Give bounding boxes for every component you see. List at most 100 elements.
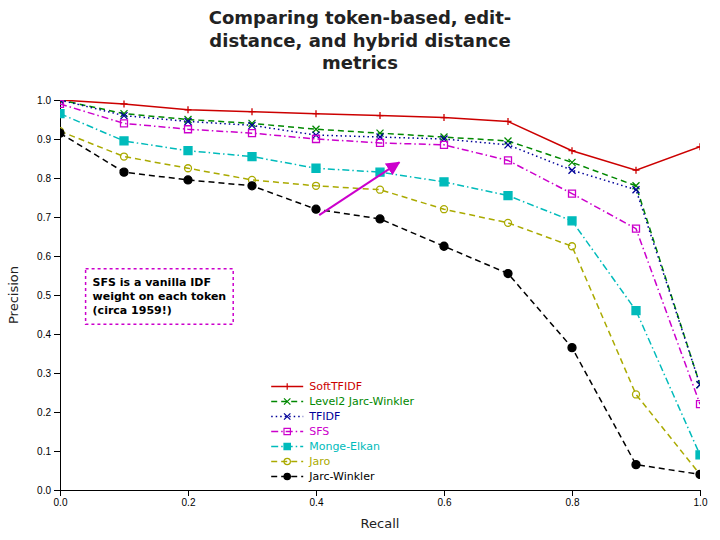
point-marker	[569, 159, 576, 166]
series-line	[60, 131, 700, 474]
tick-mark	[54, 295, 60, 296]
tick: 0.9	[37, 134, 60, 145]
point-marker	[120, 137, 128, 145]
tick: 0.4	[37, 329, 60, 340]
point-marker	[249, 130, 256, 137]
point-marker	[185, 126, 192, 133]
tick: 0.6	[438, 490, 452, 508]
point-marker	[248, 182, 256, 190]
point-marker	[633, 225, 640, 232]
point-marker	[632, 307, 640, 315]
series-line	[60, 133, 700, 474]
tick-label: 0.7	[37, 212, 51, 223]
point-marker	[633, 182, 640, 189]
annotation-text: SFS is a vanilla IDFweight on each token…	[93, 276, 227, 318]
tick-label: 0.4	[310, 497, 324, 508]
point-marker	[441, 206, 448, 213]
tick-mark	[54, 100, 60, 101]
point-marker	[120, 168, 128, 176]
point-marker	[313, 182, 320, 189]
point-marker	[185, 165, 192, 172]
tick-mark	[54, 334, 60, 335]
point-marker	[440, 178, 448, 186]
point-marker	[697, 143, 701, 150]
tick-label: 0.5	[37, 290, 51, 301]
point-marker	[569, 190, 576, 197]
tick-mark	[54, 451, 60, 452]
legend-swatch	[271, 461, 303, 463]
point-marker	[569, 167, 576, 174]
point-marker	[505, 157, 512, 164]
tick-label: 0.0	[37, 485, 51, 496]
tick: 0.0	[54, 490, 68, 508]
legend-item: SFS	[271, 425, 329, 438]
tick-mark	[54, 139, 60, 140]
tick-label: 0.3	[37, 368, 51, 379]
point-marker	[60, 129, 64, 137]
point-marker	[313, 110, 320, 117]
point-marker	[248, 153, 256, 161]
tick-mark	[700, 490, 701, 496]
point-marker	[632, 461, 640, 469]
tick-label: 0.1	[37, 446, 51, 457]
point-marker	[60, 100, 64, 107]
series	[60, 128, 700, 478]
chart: 0.00.20.40.60.81.00.00.10.20.30.40.50.60…	[0, 0, 720, 540]
tick-label: 0.9	[37, 134, 51, 145]
legend-item: Jarc-Winkler	[271, 470, 375, 483]
tick: 0.3	[37, 368, 60, 379]
point-marker	[568, 217, 576, 225]
tick-mark	[444, 490, 445, 496]
axis-line	[61, 491, 701, 497]
legend-label: TFIDF	[308, 410, 340, 423]
point-marker	[121, 120, 128, 127]
y-axis-title: Precision	[6, 266, 21, 324]
tick-mark	[54, 490, 60, 491]
point-marker	[633, 186, 640, 193]
point-marker	[504, 192, 512, 200]
point-marker	[376, 215, 384, 223]
tick-mark	[188, 490, 189, 496]
legend-marker	[284, 413, 290, 419]
tick-label: 0.6	[37, 251, 51, 262]
point-marker	[696, 451, 700, 459]
x-axis: 0.00.20.40.60.81.0	[54, 490, 708, 508]
point-marker	[185, 118, 192, 125]
point-marker	[184, 147, 192, 155]
plot: 0.00.20.40.60.81.00.00.10.20.30.40.50.60…	[37, 95, 708, 508]
legend-marker	[284, 383, 290, 389]
tick-label: 0.0	[54, 497, 68, 508]
point-marker	[505, 118, 512, 125]
annotation-arrow	[319, 162, 399, 215]
tick-label: 0.8	[37, 173, 51, 184]
point-marker	[568, 344, 576, 352]
legend-marker	[284, 398, 290, 404]
point-marker	[633, 391, 640, 398]
legend-marker	[284, 443, 290, 449]
legend-marker	[284, 473, 290, 479]
point-marker	[249, 108, 256, 115]
legend: SoftTFIDFLevel2 Jarc-WinklerTFIDFSFSMong…	[271, 380, 414, 483]
point-marker	[312, 164, 320, 172]
tick-mark	[54, 373, 60, 374]
legend-marker	[284, 458, 290, 464]
tick: 0.8	[566, 490, 580, 508]
point-marker	[696, 470, 700, 478]
point-marker	[569, 147, 576, 154]
tick-label: 1.0	[37, 95, 51, 106]
tick-label: 0.6	[438, 497, 452, 508]
tick: 1.0	[694, 490, 708, 508]
point-marker	[60, 110, 64, 118]
point-marker	[184, 176, 192, 184]
legend-label: SFS	[309, 425, 329, 438]
data-area	[60, 100, 700, 478]
point-marker	[697, 381, 701, 388]
tick: 0.5	[37, 290, 60, 301]
point-marker	[440, 242, 448, 250]
tick-mark	[54, 217, 60, 218]
legend-marker	[284, 428, 290, 434]
legend-swatch	[271, 431, 303, 433]
point-marker	[313, 136, 320, 143]
tick-label: 0.8	[566, 497, 580, 508]
tick: 0.1	[37, 446, 60, 457]
